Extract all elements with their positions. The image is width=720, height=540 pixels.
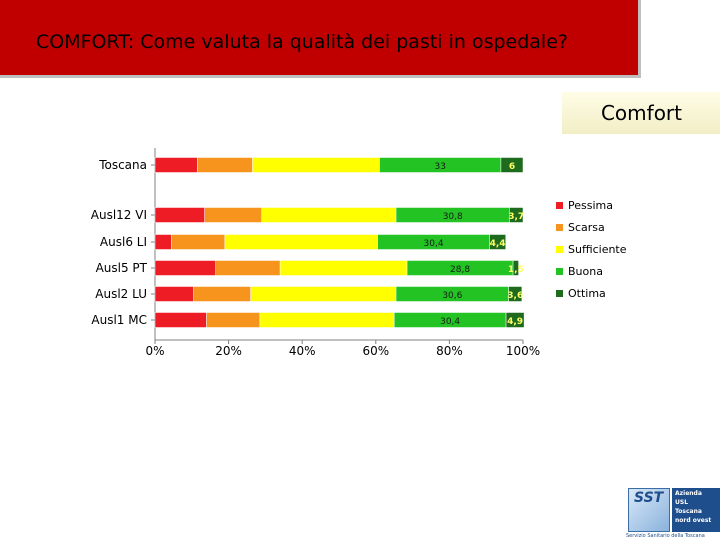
bar-segment-sufficiente [259,312,395,328]
logo-org-text: Azienda USL Toscana nord ovest [675,490,712,524]
bar-segment-pessima [154,207,205,223]
data-label-ottima: 4,4 [490,239,506,249]
category-label: Toscana [98,158,147,172]
bar-segment-pessima [154,157,198,173]
bar-segment-sufficiente [279,260,408,276]
legend-swatch-scarsa [556,224,563,231]
category-label: Ausl6 LI [100,235,147,249]
data-label-ottima: 3,7 [508,212,524,222]
stacked-bar-chart: 0% 20% 40% 60% 80% 100% Toscana 33 6 Ausl12 VI 30,… [91,148,627,358]
category-label: Ausl2 LU [95,287,147,301]
category-label: Ausl5 PT [96,261,148,275]
bar-segment-scarsa [197,157,253,173]
bar-segment-pessima [154,286,194,302]
logo-org-box: Azienda USL Toscana nord ovest [672,488,720,532]
legend-label-buona: Buona [568,265,603,278]
legend-swatch-sufficiente [556,246,563,253]
data-label-buona: 30,8 [443,212,463,222]
sst-logo-icon: SST [628,488,670,532]
data-label-buona: 30,4 [424,239,444,249]
title-bar: COMFORT: Come valuta la qualità dei past… [0,0,641,78]
data-label-buona: 30,6 [442,291,462,301]
data-label-ottima: 6 [509,162,515,172]
bar-segment-scarsa [193,286,251,302]
bar-segment-scarsa [215,260,281,276]
x-tick-label: 60% [362,344,389,358]
legend-swatch-pessima [556,202,563,209]
bar-segment-sufficiente [224,234,378,250]
bar-segment-sufficiente [252,157,380,173]
page-title: COMFORT: Come valuta la qualità dei past… [36,31,568,53]
legend-label-ottima: Ottima [568,287,606,300]
data-label-buona: 28,8 [450,265,470,275]
data-label-buona: 30,4 [440,317,460,327]
logo-sst-text: SST [634,490,664,506]
legend-label-sufficiente: Sufficiente [568,243,627,256]
legend-swatch-buona [556,268,563,275]
bar-segment-scarsa [171,234,226,250]
x-tick-label: 20% [215,344,242,358]
bar-segment-ottima [505,312,525,328]
data-label-ottima: 3,6 [507,291,523,301]
bar-segment-ottima [512,260,519,276]
legend-label-pessima: Pessima [568,199,613,212]
bar-segment-pessima [154,312,207,328]
bar-segment-ottima [508,286,523,302]
bar-segment-scarsa [204,207,262,223]
bar-segment-ottima [500,157,524,173]
bar-segment-ottima [509,207,524,223]
data-label-buona: 33 [434,162,445,172]
category-label: Ausl1 MC [91,313,147,327]
section-label: Comfort [600,101,682,125]
bar-segment-scarsa [206,312,261,328]
sst-logo: SST Azienda USL Toscana nord ovest Servi… [626,488,720,540]
section-label-box: Comfort [562,92,720,134]
bar-segment-pessima [154,260,216,276]
data-label-ottima: 4,9 [507,317,523,327]
x-tick-label: 80% [436,344,463,358]
bar-segment-pessima [154,234,172,250]
x-tick-label: 0% [145,344,164,358]
legend-swatch-ottima [556,290,563,297]
bar-segment-sufficiente [250,286,397,302]
bar-segment-ottima [489,234,506,250]
category-label: Ausl12 VI [91,208,147,222]
bar-segment-sufficiente [261,207,397,223]
data-label-ottima: 1,5 [508,265,524,275]
x-tick-label: 100% [506,344,540,358]
legend-label-scarsa: Scarsa [568,221,605,234]
x-tick-label: 40% [289,344,316,358]
logo-footer-text: Servizio Sanitario della Toscana [626,533,705,539]
